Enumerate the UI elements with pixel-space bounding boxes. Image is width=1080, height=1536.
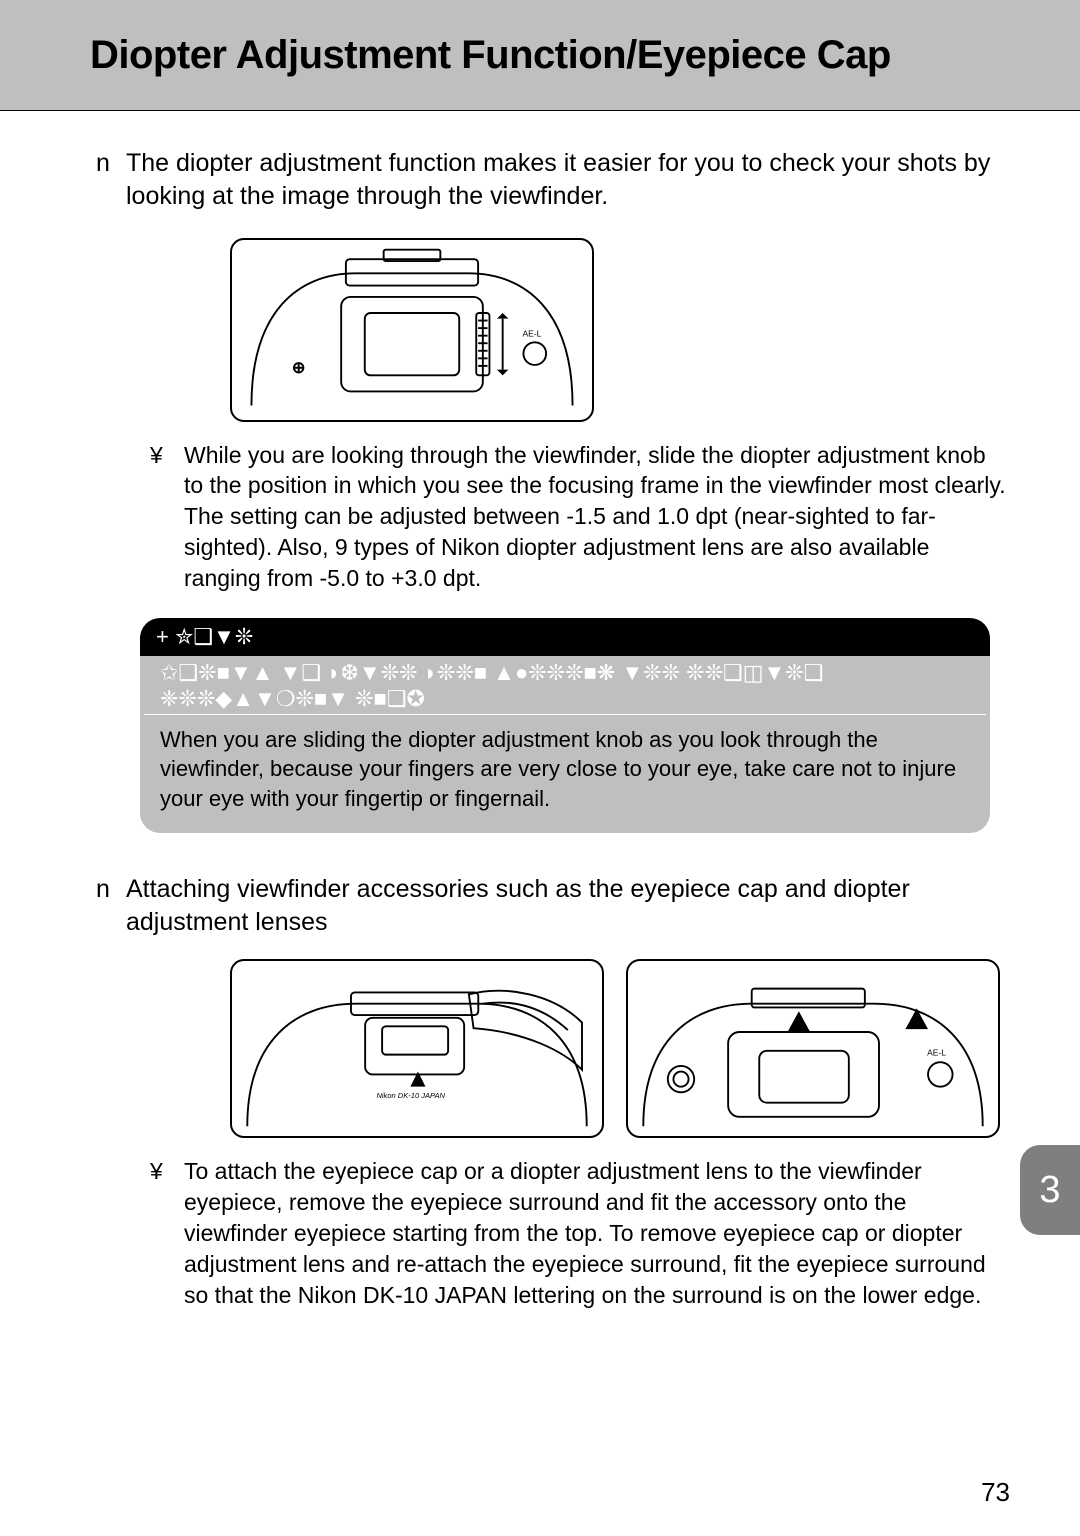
- note-box: + ✮❑▼❊ ✩❑❊■▼▲ ▼❑ ◗❆▼❊❊ ◗❊❊■ ▲●❊❊❊■❋ ▼❊❊ …: [140, 618, 990, 833]
- page-number: 73: [981, 1477, 1010, 1508]
- bullet-marker: n: [80, 873, 126, 940]
- figure-remove-surround: Nikon DK-10 JAPAN: [230, 959, 604, 1138]
- eyepiece-instruction: ¥ To attach the eyepiece cap or a diopte…: [150, 1156, 1010, 1310]
- dk10-label: Nikon DK-10 JAPAN: [376, 1091, 445, 1100]
- note-body: When you are sliding the diopter adjustm…: [140, 715, 990, 833]
- remove-surround-illustration: Nikon DK-10 JAPAN: [242, 966, 592, 1131]
- figure-attach-cap: AE-L: [626, 959, 1000, 1138]
- bullet-marker: n: [80, 147, 126, 214]
- viewfinder-illustration: AE-L: [242, 245, 582, 415]
- figure-pair: Nikon DK-10 JAPAN AE-L: [230, 959, 1010, 1138]
- section-diopter-function: n The diopter adjustment function makes …: [80, 147, 1010, 214]
- page-title: Diopter Adjustment Function/Eyepiece Cap: [90, 33, 891, 78]
- section-text: Attaching viewfinder accessories such as…: [126, 873, 1010, 940]
- diopter-instruction: ¥ While you are looking through the view…: [150, 440, 1010, 594]
- note-title: + ✮❑▼❊: [140, 618, 990, 656]
- ae-l-label: AE-L: [927, 1048, 946, 1058]
- page-content: n The diopter adjustment function makes …: [0, 111, 1080, 1311]
- section-eyepiece-accessories: n Attaching viewfinder accessories such …: [80, 873, 1010, 940]
- page-header: Diopter Adjustment Function/Eyepiece Cap: [0, 0, 1080, 111]
- figure-viewfinder-rear: AE-L: [230, 238, 594, 422]
- ae-l-label: AE-L: [523, 328, 542, 338]
- sub-bullet-marker: ¥: [150, 1156, 184, 1310]
- sub-bullet-marker: ¥: [150, 440, 184, 594]
- section-tab: 3: [1020, 1145, 1080, 1235]
- eyepiece-instruction-text: To attach the eyepiece cap or a diopter …: [184, 1156, 1010, 1310]
- section-text: The diopter adjustment function makes it…: [126, 147, 1010, 214]
- attach-cap-illustration: AE-L: [638, 966, 988, 1131]
- diopter-instruction-text: While you are looking through the viewfi…: [184, 440, 1010, 594]
- note-heading: ✩❑❊■▼▲ ▼❑ ◗❆▼❊❊ ◗❊❊■ ▲●❊❊❊■❋ ▼❊❊ ❊❊❑◫▼❊❑…: [144, 656, 986, 715]
